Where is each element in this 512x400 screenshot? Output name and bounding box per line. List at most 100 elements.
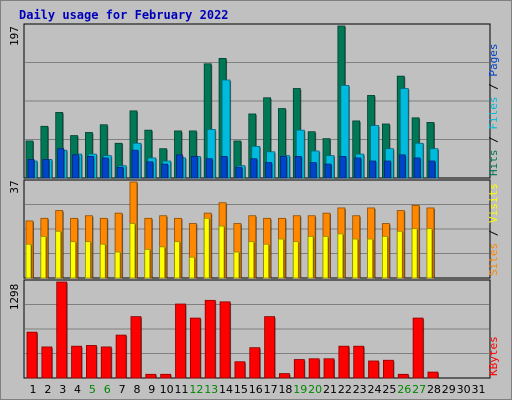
bar-kbytes-day-4	[71, 345, 82, 379]
bar-visits-day-26	[396, 230, 403, 279]
bar-visits-day-4	[70, 241, 76, 279]
x-tick-label-day-17: 17	[264, 383, 278, 396]
bar-pages-day-9	[146, 161, 154, 179]
bar-pages-day-10	[161, 163, 169, 179]
panel-hits: 197 Hits / Files / Pages	[8, 23, 500, 179]
bar-pages-day-14	[220, 155, 228, 179]
bar-kbytes-day-26	[397, 373, 409, 379]
bar-pages-day-13	[205, 158, 213, 179]
bar-pages-day-1	[27, 159, 35, 179]
bar-visits-day-5	[85, 241, 91, 279]
bar-kbytes-day-22	[338, 345, 350, 379]
bars-hits	[25, 25, 439, 179]
legend-separator: /	[487, 223, 500, 243]
legend-text-kbytes: KBytes	[487, 336, 500, 376]
bar-pages-day-20	[309, 162, 317, 179]
bar-kbytes-day-25	[382, 359, 394, 379]
bar-pages-day-5	[87, 155, 94, 179]
bar-visits-day-18	[278, 238, 284, 279]
x-tick-label-day-27: 27	[412, 383, 426, 396]
legend-separator: /	[487, 77, 500, 97]
bar-pages-day-23	[354, 157, 362, 179]
bar-pages-day-25	[383, 160, 391, 179]
bar-kbytes-day-18	[279, 373, 290, 379]
x-tick-label-day-11: 11	[175, 383, 189, 396]
bar-pages-day-16	[250, 158, 258, 179]
bar-visits-day-21	[322, 236, 329, 279]
x-tick-label-day-7: 7	[119, 383, 126, 396]
bar-pages-day-15	[235, 166, 243, 179]
bar-visits-day-12	[188, 256, 195, 279]
bar-pages-day-11	[176, 154, 183, 179]
x-tick-label-day-19: 19	[293, 383, 307, 396]
bar-kbytes-day-8	[130, 316, 142, 379]
x-tick-label-day-20: 20	[308, 383, 322, 396]
bars-sites	[25, 181, 435, 279]
x-tick-label-day-6: 6	[104, 383, 111, 396]
bar-pages-day-2	[42, 159, 50, 179]
bar-visits-day-3	[55, 230, 62, 279]
bar-visits-day-1	[25, 243, 32, 279]
bar-kbytes-day-24	[368, 360, 379, 379]
legend-text-hits: Hits / Files / Pages	[487, 44, 500, 177]
bar-visits-day-23	[352, 238, 359, 279]
x-tick-label-day-28: 28	[427, 383, 441, 396]
bar-kbytes-day-15	[234, 361, 246, 379]
bar-kbytes-day-23	[353, 345, 365, 379]
legend-item-sites: Sites	[487, 243, 500, 276]
bar-kbytes-day-27	[412, 317, 424, 379]
bar-visits-day-25	[381, 236, 388, 279]
x-tick-label-day-23: 23	[353, 383, 367, 396]
bar-pages-day-22	[339, 155, 347, 179]
bar-pages-day-6	[101, 157, 109, 179]
bar-pages-day-18	[280, 155, 287, 179]
bar-visits-day-27	[411, 228, 418, 279]
bar-pages-day-21	[324, 163, 332, 179]
x-tick-label-day-13: 13	[204, 383, 218, 396]
bar-visits-day-10	[159, 246, 166, 279]
bar-visits-day-8	[129, 223, 136, 279]
x-tick-label-day-9: 9	[148, 383, 155, 396]
legend-item-visits: Visits	[487, 183, 500, 223]
bar-kbytes-day-19	[293, 359, 305, 379]
legend-hits: Hits / Files / Pages	[487, 44, 500, 177]
bar-visits-day-9	[144, 249, 151, 279]
x-tick-label-day-4: 4	[74, 383, 81, 396]
x-tick-label-day-30: 30	[457, 383, 471, 396]
x-tick-label-day-26: 26	[397, 383, 411, 396]
panel-kbytes: 1298 KBytes	[8, 279, 500, 379]
x-tick-label-day-25: 25	[382, 383, 396, 396]
bar-pages-day-27	[413, 157, 421, 179]
chart-title: Daily usage for February 2022	[19, 8, 229, 22]
bars-kbytes	[26, 281, 439, 379]
legend-item-kbytes: KBytes	[487, 336, 500, 376]
x-tick-label-day-22: 22	[338, 383, 352, 396]
legend-text-sites: Sites / Visits	[487, 183, 500, 276]
bar-visits-day-15	[233, 251, 240, 279]
bar-visits-day-7	[114, 251, 121, 279]
bar-visits-day-28	[426, 228, 433, 279]
bar-kbytes-day-1	[26, 331, 38, 379]
bar-visits-day-19	[292, 241, 299, 279]
x-tick-label-day-18: 18	[278, 383, 292, 396]
bar-kbytes-day-14	[219, 301, 231, 379]
x-tick-label-day-14: 14	[219, 383, 233, 396]
bar-kbytes-day-9	[145, 373, 157, 379]
bar-pages-day-12	[190, 155, 198, 179]
x-tick-label-day-5: 5	[89, 383, 96, 396]
bar-kbytes-day-11	[175, 303, 186, 379]
legend-separator: /	[487, 130, 500, 150]
bar-visits-day-14	[218, 225, 225, 279]
x-tick-label-day-24: 24	[368, 383, 382, 396]
bar-kbytes-day-10	[160, 373, 172, 379]
x-tick-label-day-21: 21	[323, 383, 337, 396]
y-max-label-kbytes: 1298	[8, 284, 21, 311]
bar-kbytes-day-17	[264, 316, 276, 379]
x-tick-label-day-3: 3	[59, 383, 66, 396]
x-tick-label-day-2: 2	[44, 383, 51, 396]
bar-visits-day-13	[203, 217, 210, 279]
bar-kbytes-day-13	[204, 299, 216, 379]
bar-pages-day-8	[131, 149, 139, 179]
legend-item-files: Files	[487, 97, 500, 130]
